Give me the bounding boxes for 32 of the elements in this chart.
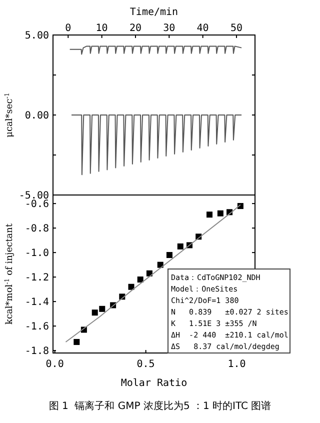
x-tick-label: 50 (230, 23, 243, 34)
x-axis-title: Molar Ratio (120, 378, 188, 389)
point (128, 284, 134, 290)
x-tick-label: 0 (65, 23, 72, 34)
x-tick-label: 30 (163, 23, 176, 34)
x-tick-label: 20 (129, 23, 142, 34)
x-tick-label: 10 (96, 23, 108, 34)
point (99, 306, 106, 312)
y-tick-label: -0.6 (24, 199, 49, 210)
y-tick-label: -1.6 (24, 322, 49, 333)
x-tick-label: 0.0 (46, 359, 64, 370)
caption: 图 1 镉离子和 GMP 浓度比为5 ：1 时的ITC 图谱 (48, 400, 272, 412)
point (137, 276, 144, 283)
y-tick-label: 0.00 (24, 110, 49, 122)
point (74, 338, 80, 345)
y-tick-label: -0.8 (24, 224, 49, 235)
x-tick-label: 40 (196, 23, 209, 34)
line-series (71, 114, 242, 176)
point (166, 252, 172, 258)
point (206, 212, 213, 218)
y-tick-label: -1.8 (24, 346, 49, 358)
x-tick-label: 0.5 (136, 359, 155, 370)
y-tick-label: 5.00 (24, 30, 49, 42)
y-tick-label: -1.4 (24, 297, 49, 308)
point (92, 310, 98, 316)
line-series (69, 46, 242, 55)
y-tick-label: -1.2 (24, 272, 49, 284)
y-tick-label: -1.0 (24, 248, 49, 260)
point (177, 243, 184, 250)
x-tick-label: 1.0 (228, 359, 246, 370)
x-axis-title: Time/min (130, 7, 178, 18)
point (217, 210, 224, 216)
